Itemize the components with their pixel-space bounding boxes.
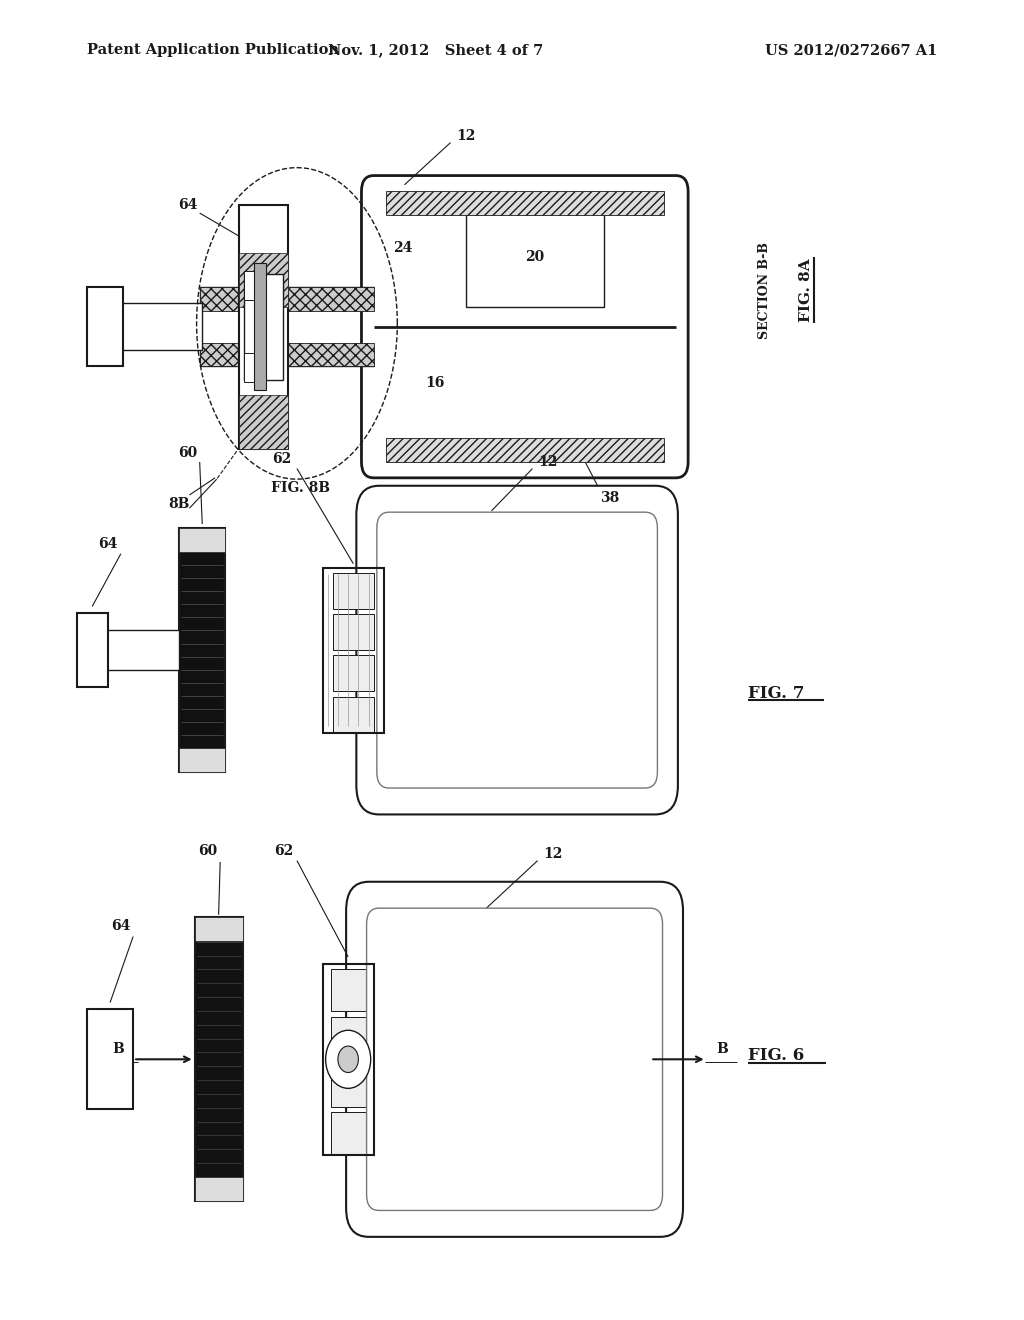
Bar	[195, 917, 243, 1201]
Text: 8B: 8B	[169, 498, 189, 511]
Bar	[386, 438, 664, 462]
Text: 60: 60	[178, 446, 197, 459]
Bar	[323, 964, 374, 1155]
Bar	[244, 272, 266, 300]
Text: FIG. 8A: FIG. 8A	[799, 259, 813, 322]
FancyBboxPatch shape	[356, 486, 678, 814]
Text: 64: 64	[178, 198, 197, 213]
FancyBboxPatch shape	[346, 882, 683, 1237]
Bar	[254, 263, 266, 391]
Text: 64: 64	[112, 919, 130, 933]
Bar	[244, 352, 266, 383]
Text: 16: 16	[426, 376, 444, 389]
Bar	[118, 302, 202, 350]
Bar	[333, 573, 374, 609]
Circle shape	[338, 1045, 358, 1072]
Bar	[239, 205, 288, 449]
Bar	[239, 253, 288, 308]
Text: 38: 38	[600, 491, 618, 504]
Bar	[179, 528, 225, 772]
Text: 12: 12	[544, 847, 562, 861]
Bar	[333, 697, 374, 733]
Text: US 2012/0272667 A1: US 2012/0272667 A1	[765, 44, 937, 57]
Text: 60: 60	[199, 845, 217, 858]
Text: Patent Application Publication: Patent Application Publication	[87, 44, 339, 57]
Text: 62: 62	[274, 845, 293, 858]
Text: SECTION B-B: SECTION B-B	[758, 242, 771, 339]
Text: B: B	[112, 1041, 124, 1056]
Bar	[331, 969, 366, 1011]
Text: 64: 64	[98, 537, 117, 552]
Bar	[331, 1016, 366, 1059]
Text: 12: 12	[539, 455, 557, 469]
Text: B: B	[716, 1041, 728, 1056]
Bar	[333, 614, 374, 651]
FancyBboxPatch shape	[361, 176, 688, 478]
Bar	[333, 656, 374, 692]
Bar	[244, 275, 283, 380]
Text: 12: 12	[457, 129, 475, 143]
Bar	[323, 568, 384, 733]
Text: FIG. 6: FIG. 6	[748, 1048, 804, 1064]
Text: FIG. 8B: FIG. 8B	[271, 482, 331, 495]
Bar	[200, 342, 374, 366]
Bar	[200, 286, 374, 310]
Bar	[102, 630, 179, 671]
Bar	[195, 917, 243, 941]
Circle shape	[326, 1030, 371, 1088]
Bar	[87, 1010, 133, 1109]
Bar	[331, 1064, 366, 1107]
Bar	[87, 288, 123, 366]
Text: Nov. 1, 2012   Sheet 4 of 7: Nov. 1, 2012 Sheet 4 of 7	[328, 44, 543, 57]
Bar	[179, 748, 225, 772]
Bar	[179, 528, 225, 552]
Bar	[466, 207, 604, 306]
FancyBboxPatch shape	[367, 908, 663, 1210]
Text: 24: 24	[393, 240, 412, 255]
Bar	[77, 612, 108, 686]
Text: 20: 20	[525, 251, 545, 264]
FancyBboxPatch shape	[377, 512, 657, 788]
Bar	[386, 191, 664, 215]
Text: 62: 62	[272, 453, 291, 466]
Bar	[195, 1177, 243, 1201]
Text: FIG. 7: FIG. 7	[748, 685, 804, 701]
Bar	[239, 395, 288, 449]
Bar	[331, 1113, 366, 1155]
